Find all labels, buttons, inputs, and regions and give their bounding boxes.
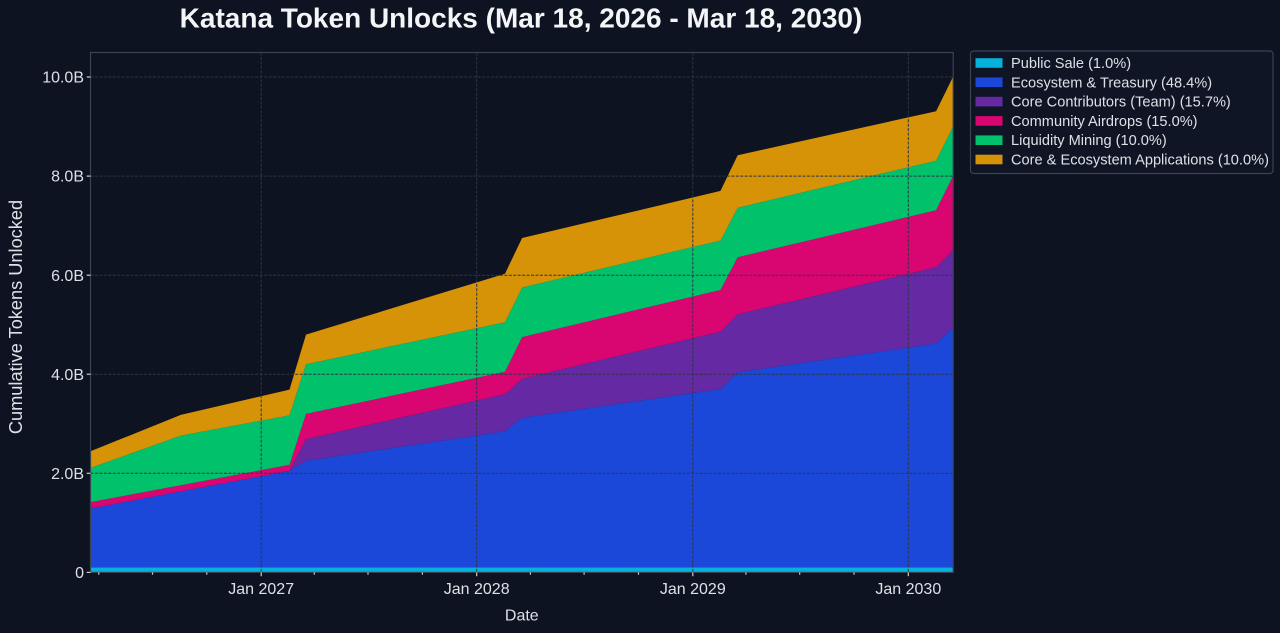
- svg-text:6.0B: 6.0B: [51, 268, 84, 285]
- svg-text:Cumulative Tokens Unlocked: Cumulative Tokens Unlocked: [6, 200, 26, 434]
- svg-text:Ecosystem & Treasury (48.4%): Ecosystem & Treasury (48.4%): [1011, 75, 1212, 91]
- svg-text:Katana Token Unlocks (Mar 18,: Katana Token Unlocks (Mar 18, 2026 - Mar…: [180, 3, 863, 34]
- svg-text:Liquidity Mining (10.0%): Liquidity Mining (10.0%): [1011, 133, 1167, 149]
- svg-text:Jan 2029: Jan 2029: [660, 581, 726, 598]
- svg-text:Public Sale (1.0%): Public Sale (1.0%): [1011, 56, 1131, 72]
- svg-text:Community Airdrops (15.0%): Community Airdrops (15.0%): [1011, 114, 1198, 130]
- svg-text:Core Contributors (Team) (15.7: Core Contributors (Team) (15.7%): [1011, 95, 1231, 111]
- svg-text:0: 0: [75, 565, 84, 582]
- svg-text:8.0B: 8.0B: [51, 169, 84, 186]
- svg-text:Date: Date: [505, 608, 539, 625]
- svg-text:Jan 2030: Jan 2030: [875, 581, 941, 598]
- svg-text:10.0B: 10.0B: [42, 70, 84, 87]
- svg-text:Jan 2027: Jan 2027: [228, 581, 294, 598]
- svg-text:4.0B: 4.0B: [51, 367, 84, 384]
- svg-text:2.0B: 2.0B: [51, 466, 84, 483]
- svg-text:Core & Ecosystem Applications: Core & Ecosystem Applications (10.0%): [1011, 153, 1269, 169]
- svg-text:Jan 2028: Jan 2028: [444, 581, 510, 598]
